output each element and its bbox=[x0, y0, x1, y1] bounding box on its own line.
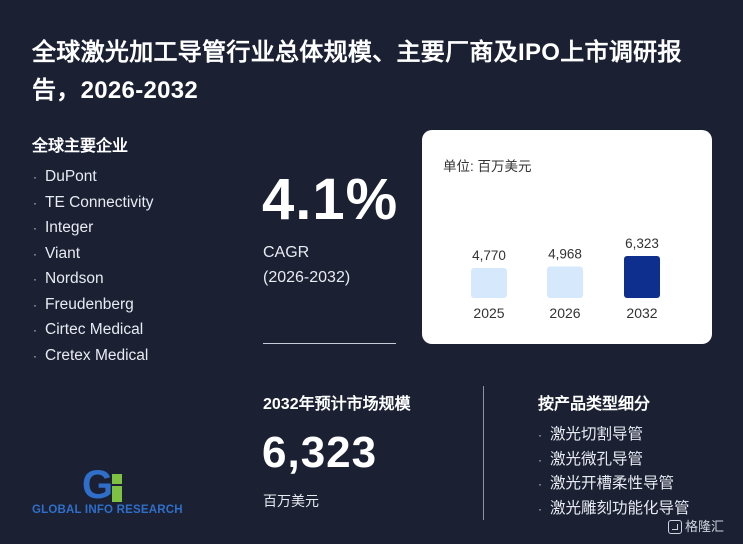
bullet-icon: · bbox=[33, 297, 37, 312]
companies-heading: 全球主要企业 bbox=[32, 138, 129, 155]
bullet-icon: · bbox=[33, 323, 37, 337]
company-item: · TE Connectivity bbox=[33, 192, 154, 218]
company-item: · Viant bbox=[33, 243, 154, 269]
cagr-label-block: CAGR (2026-2032) bbox=[263, 240, 350, 290]
bullet-icon: · bbox=[33, 246, 37, 261]
bar-chart: 4,770 2025 4,968 2026 6,323 2032 bbox=[471, 236, 660, 321]
divider-vertical bbox=[483, 386, 484, 520]
company-item: · DuPont bbox=[33, 166, 154, 192]
cagr-value: 4.1% bbox=[262, 167, 399, 232]
company-item: · Integer bbox=[33, 217, 154, 243]
gi-logo-icon: G bbox=[82, 463, 122, 507]
market-size-value: 6,323 bbox=[262, 428, 378, 477]
logo-dot bbox=[112, 474, 122, 484]
bar-2032 bbox=[624, 256, 660, 298]
segment-item: · 激光微孔导管 bbox=[538, 449, 690, 474]
logo-i-stem bbox=[112, 486, 122, 502]
bar-value-label: 4,968 bbox=[548, 246, 582, 261]
bullet-icon: · bbox=[33, 221, 37, 235]
chart-unit-label: 单位: 百万美元 bbox=[443, 159, 532, 174]
bar-value-label: 4,770 bbox=[472, 248, 506, 263]
bullet-icon: · bbox=[33, 195, 37, 210]
brand-label: 格隆汇 bbox=[685, 519, 725, 534]
segments-list: · 激光切割导管 · 激光微孔导管 · 激光开槽柔性导管 · 激光雕刻功能化导管 bbox=[538, 424, 690, 523]
logo-caption: GLOBAL INFO RESEARCH bbox=[32, 504, 183, 516]
bullet-icon: · bbox=[538, 452, 542, 467]
bar-value-label: 6,323 bbox=[625, 236, 659, 251]
logo-g-letter: G bbox=[82, 463, 113, 507]
bullet-icon: · bbox=[33, 170, 37, 184]
bullet-icon: · bbox=[33, 272, 37, 286]
companies-list: · DuPont · TE Connectivity · Integer · Viant… bbox=[33, 166, 154, 371]
category-label: 2026 bbox=[549, 305, 580, 321]
company-item: · Cirtec Medical bbox=[33, 319, 154, 345]
company-item: · Nordson bbox=[33, 268, 154, 294]
divider-horizontal bbox=[263, 343, 396, 344]
bar-2026 bbox=[547, 266, 583, 298]
brand-watermark: 格隆汇 bbox=[668, 516, 724, 535]
bar-chart-card: 单位: 百万美元 4,770 2025 4,968 2026 6,323 2032 bbox=[422, 130, 712, 344]
cagr-label: CAGR bbox=[263, 244, 310, 261]
cagr-period: (2026-2032) bbox=[263, 269, 351, 286]
bullet-icon: · bbox=[33, 348, 37, 363]
brand-logo-icon bbox=[668, 520, 682, 534]
segment-item: · 激光切割导管 bbox=[538, 424, 690, 449]
category-label: 2025 bbox=[473, 305, 504, 321]
segment-item: · 激光雕刻功能化导管 bbox=[538, 498, 690, 523]
bullet-icon: · bbox=[538, 501, 542, 516]
market-size-unit: 百万美元 bbox=[263, 493, 319, 509]
bullet-icon: · bbox=[538, 428, 542, 442]
company-item: · Freudenberg bbox=[33, 294, 154, 320]
report-title: 全球激光加工导管行业总体规模、主要厂商及IPO上市调研报告，2026-2032 bbox=[32, 39, 682, 104]
bar-2025 bbox=[471, 268, 507, 298]
bullet-icon: · bbox=[538, 477, 542, 491]
company-item: · Cretex Medical bbox=[33, 345, 154, 371]
segments-heading: 按产品类型细分 bbox=[538, 396, 651, 413]
segment-item: · 激光开槽柔性导管 bbox=[538, 473, 690, 498]
market-size-heading: 2032年预计市场规模 bbox=[263, 396, 411, 413]
category-label: 2032 bbox=[626, 305, 657, 321]
